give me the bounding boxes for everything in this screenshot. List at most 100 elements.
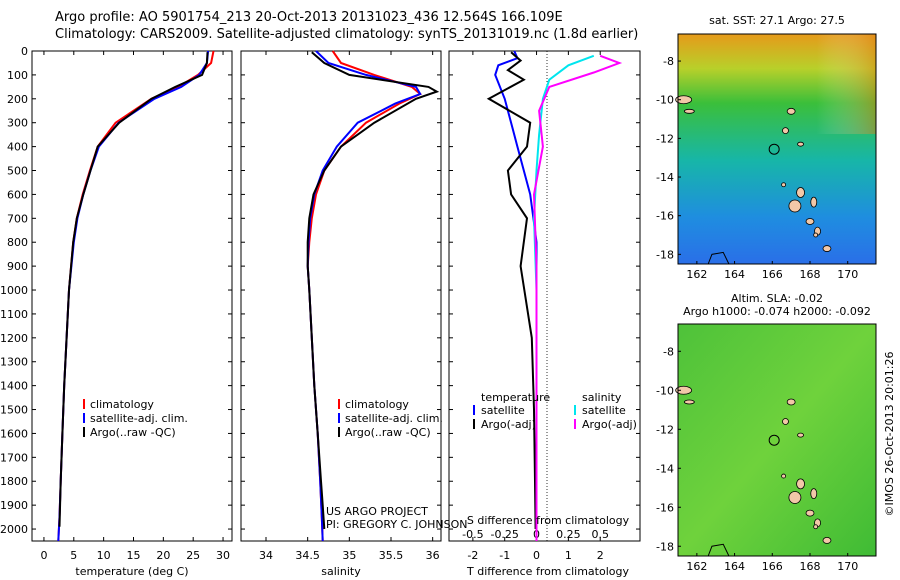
m2-island-shape [813, 524, 819, 530]
t-difference-axis-tick-label: 1 [565, 549, 572, 562]
sla-map-panel: Altim. SLA: -0.02 Argo h1000: -0.074 h20… [656, 292, 877, 573]
m2-lon-tick-label: 162 [686, 560, 707, 573]
depth-tick-label: 1500 [0, 404, 28, 417]
temperature-panel: 0100200300400500600700800900100011001200… [0, 45, 640, 578]
s-difference-tick-label: 0.5 [591, 528, 609, 541]
temperature-climatology-line [57, 50, 215, 542]
m1-island-shape [797, 141, 804, 147]
salinity-panel: 34 34.5 35 35.5 36 salinity climatology sate… [240, 50, 467, 578]
depth-tick-label: 900 [7, 260, 28, 273]
sst-map-frame [677, 33, 877, 265]
depth-tick-label: 0 [21, 45, 28, 58]
m1-island-shape [805, 218, 815, 225]
depth-tick-label: 1200 [0, 332, 28, 345]
m1-lon-tick-label: 168 [800, 268, 821, 281]
legend-argo-label: Argo(..raw -QC) [90, 426, 176, 439]
m2-island-shape [797, 432, 804, 438]
depth-tick-label: 500 [7, 165, 28, 178]
m1-lon-tick-label: 170 [837, 268, 858, 281]
m2-island-shape [683, 399, 695, 405]
depth-tick-label: 2000 [0, 523, 28, 536]
temperature-axis-tick-label: 30 [216, 549, 230, 562]
m2-lon-tick-label: 170 [837, 560, 858, 573]
depth-tick-label: 400 [7, 141, 28, 154]
m1-lon-tick-label: 162 [686, 268, 707, 281]
temperature-axes-frame [31, 50, 233, 542]
m2-island-shape [782, 418, 789, 425]
legend-salinity-heading: salinity [582, 391, 622, 404]
m1-island-shape [786, 107, 796, 115]
m2-island-shape [810, 488, 818, 500]
legend-temp-argo-label: Argo(-adj) [481, 418, 536, 431]
legend-sal-argo-label: Argo(-adj) [582, 418, 637, 431]
s-difference-axis-ticks: -0.5 -0.25 0 0.25 0.5 [462, 528, 609, 541]
salinity-axis-ticks: 34 34.5 35 35.5 36 [259, 51, 440, 562]
difference-axes-frame [448, 50, 641, 542]
t-difference-axis-tick-label: -1 [499, 549, 510, 562]
s-difference-xlabel: S difference from climatology [467, 514, 630, 527]
pi-credit: PI: GREGORY C. JOHNSON [326, 518, 467, 531]
difference-legend: temperature salinity satellite Argo(-adj… [473, 391, 637, 431]
m2-island-shape [675, 385, 693, 395]
temperature-axis-tick-label: 0 [40, 549, 47, 562]
s-difference-tick-label: 0.25 [556, 528, 581, 541]
temperature-argo-line [58, 52, 209, 527]
m1-island-shape [788, 199, 802, 213]
m1-lat-tick-label: -8 [663, 55, 674, 68]
m1-island-shape [683, 108, 695, 114]
sst-float-marker [768, 143, 780, 155]
salinity-axis-tick-label: 34 [259, 549, 273, 562]
m1-lat-tick-label: -12 [656, 132, 674, 145]
sla-field [678, 324, 876, 556]
m1-island-shape [781, 182, 786, 188]
m1-lat-tick-label: -10 [656, 94, 674, 107]
sla-coastlines [675, 385, 832, 557]
m2-island-shape [822, 537, 832, 544]
difference-series [486, 50, 623, 541]
salinity-legend: climatology satellite-adj. clim. Argo(..… [338, 398, 443, 439]
depth-tick-label: 1800 [0, 475, 28, 488]
m2-island-shape [788, 491, 802, 504]
temperature-legend: climatology satellite-adj. clim. Argo(..… [83, 398, 188, 439]
m2-lon-tick-label: 168 [800, 560, 821, 573]
difference-panel: -2 -1 0 1 2 -0.5 -0.25 0 0.25 0.5 S difference f… [448, 50, 641, 578]
legend-satellite-label: satellite-adj. clim. [90, 412, 188, 425]
m1-lat-tick-label: -14 [656, 171, 674, 184]
m1-island-shape [675, 95, 693, 105]
salinity-axis-tick-label: 35.5 [379, 549, 404, 562]
depth-tick-label: 200 [7, 93, 28, 106]
project-credit: US ARGO PROJECT [326, 505, 428, 518]
depth-tick-label: 1400 [0, 380, 28, 393]
m1-coast-line [707, 251, 730, 265]
m2-lat-tick-label: -16 [656, 501, 674, 514]
temperature-axis-ticks: 0 5 10 15 20 25 30 [40, 51, 230, 562]
depth-tick-label: 800 [7, 236, 28, 249]
figure-title-line-1: Argo profile: AO 5901754_213 20-Oct-2013… [55, 10, 563, 25]
depth-axis-ticks: 0 100 200 300 400 500 600 700 800 900 1000 1100 1200… [0, 45, 640, 536]
temperature-satellite-line [57, 50, 210, 542]
m1-lat-tick-label: -16 [656, 210, 674, 223]
m2-lat-tick-label: -18 [656, 540, 674, 553]
salinity-climatology-line [306, 50, 423, 542]
depth-tick-label: 1100 [0, 308, 28, 321]
t-difference-xlabel: T difference from climatology [466, 565, 629, 578]
depth-tick-label: 1300 [0, 356, 28, 369]
depth-tick-label: 1700 [0, 451, 28, 464]
sla-float-marker [768, 434, 780, 446]
salinity-series [306, 50, 440, 542]
sst-map-title: sat. SST: 27.1 Argo: 27.5 [709, 14, 845, 27]
salinity-argo-line [306, 51, 440, 530]
m1-island-shape [822, 245, 832, 252]
sla-map-frame [677, 323, 877, 557]
m1-island-shape [810, 196, 818, 208]
m1-lat-tick-label: -18 [656, 248, 674, 261]
m1-island-shape [782, 127, 789, 135]
temperature-axis-tick-label: 25 [186, 549, 200, 562]
m2-lat-tick-label: -12 [656, 423, 674, 436]
sst-coastlines [675, 95, 832, 265]
salinity-axis-tick-label: 34.5 [295, 549, 320, 562]
sst-warm-patch [678, 34, 876, 134]
m1-island-shape [796, 187, 805, 198]
temperature-axis-tick-label: 20 [156, 549, 170, 562]
s-difference-tick-label: -0.25 [490, 528, 518, 541]
